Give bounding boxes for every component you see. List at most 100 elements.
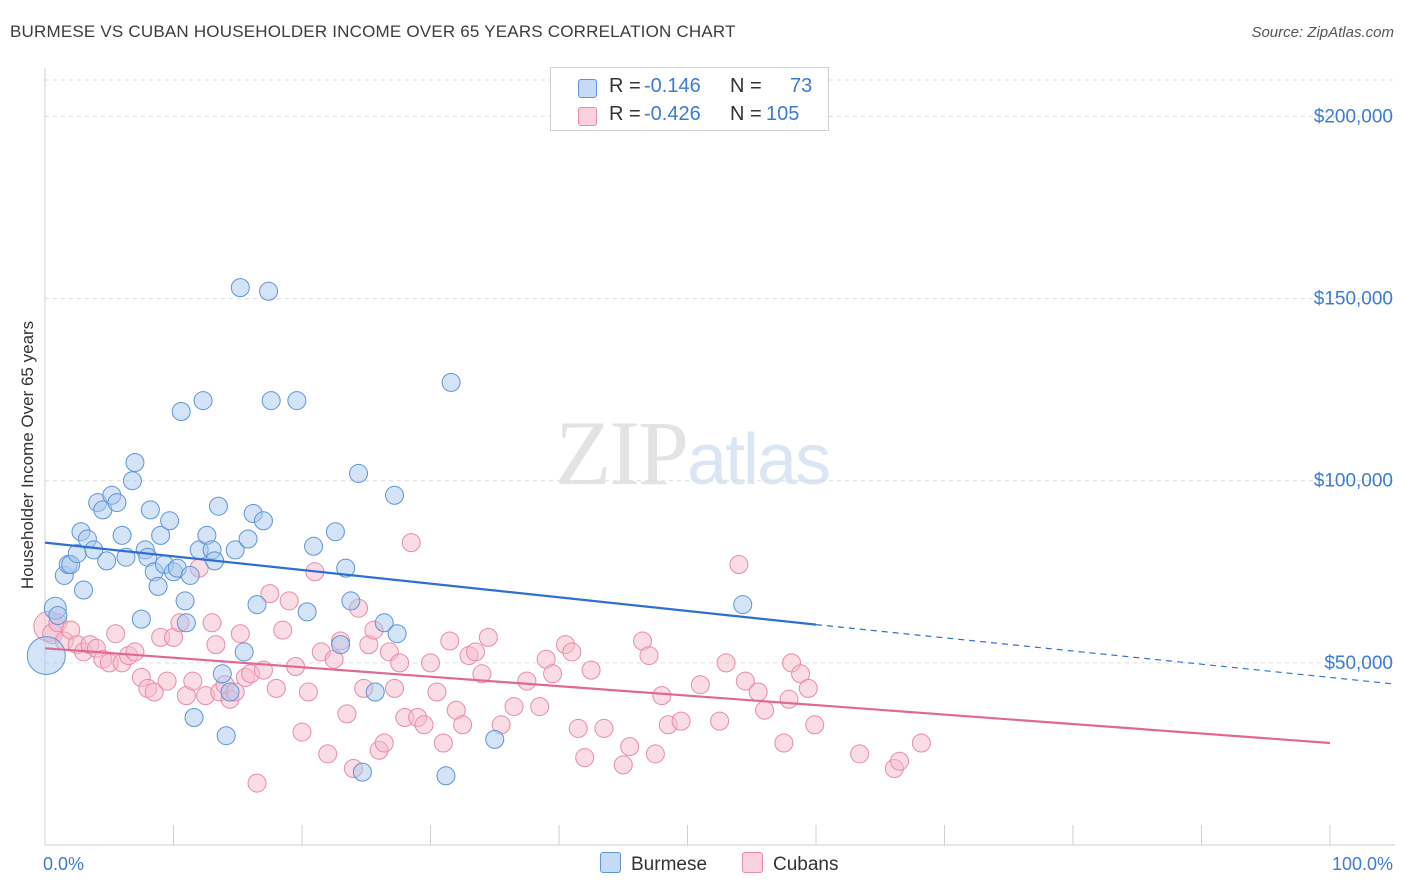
data-point-cubans	[106, 624, 126, 644]
data-point-burmese	[212, 664, 232, 684]
data-point-cubans	[144, 682, 164, 702]
chart-title: BURMESE VS CUBAN HOUSEHOLDER INCOME OVER…	[10, 22, 736, 41]
data-point-burmese	[441, 372, 461, 392]
data-point-burmese	[112, 525, 132, 545]
data-point-cubans	[798, 678, 818, 698]
data-point-burmese	[193, 391, 213, 411]
data-point-burmese	[171, 402, 191, 421]
data-point-cubans	[504, 697, 524, 717]
data-point-burmese	[131, 609, 151, 629]
data-point-cubans	[433, 733, 453, 753]
data-point-cubans	[729, 555, 749, 574]
legend-n-value-burmese: 73	[790, 75, 813, 97]
x-tick-label-max: 100.0%	[1332, 854, 1393, 874]
data-point-burmese	[160, 511, 180, 531]
data-point-cubans	[805, 715, 825, 735]
legend-r-label: R =	[609, 103, 641, 125]
data-point-cubans	[652, 686, 672, 706]
data-point-cubans	[337, 704, 357, 724]
data-point-burmese	[175, 591, 195, 611]
data-point-burmese	[216, 726, 236, 746]
data-point-burmese	[225, 540, 245, 560]
data-point-burmese	[125, 453, 145, 472]
data-point-cubans	[575, 748, 595, 768]
bottom-swatch-cubans	[742, 852, 763, 873]
data-point-burmese	[287, 391, 307, 411]
data-point-burmese	[48, 606, 68, 625]
data-point-cubans	[260, 584, 280, 604]
data-point-cubans	[850, 744, 870, 764]
data-point-cubans	[401, 533, 421, 553]
legend-n-value-cubans: 105	[766, 103, 800, 125]
y-tick-label: $200,000	[1314, 106, 1393, 127]
bottom-legend-label-burmese: Burmese	[631, 854, 708, 875]
data-point-cubans	[530, 697, 550, 717]
y-axis-title: Householder Income Over 65 years	[18, 321, 37, 589]
data-point-burmese	[352, 762, 372, 782]
legend-row-burmese: R = -0.146 N = 73	[551, 73, 828, 101]
data-point-cubans	[206, 635, 226, 655]
data-point-cubans	[298, 682, 318, 702]
data-point-burmese	[387, 624, 407, 644]
data-point-cubans	[755, 700, 775, 720]
data-point-cubans	[247, 773, 267, 793]
legend-r-label: R =	[609, 75, 641, 97]
data-point-cubans	[911, 733, 931, 753]
source-label: Source: ZipAtlas.com	[1251, 24, 1394, 41]
data-point-burmese	[84, 540, 104, 560]
data-point-burmese	[220, 682, 240, 702]
data-point-cubans	[183, 671, 203, 691]
watermark-zip: ZIP	[555, 402, 689, 504]
correlation-legend: R = -0.146 N = 73 R = -0.426 N = 105	[550, 67, 829, 131]
legend-swatch-burmese	[578, 79, 597, 98]
data-point-cubans	[690, 675, 710, 695]
data-point-cubans	[581, 660, 601, 680]
data-point-cubans	[318, 744, 338, 764]
y-tick-label: $100,000	[1314, 471, 1393, 492]
data-point-burmese	[26, 636, 66, 676]
data-point-cubans	[779, 689, 799, 709]
data-point-burmese	[341, 591, 361, 611]
data-point-cubans	[748, 682, 768, 702]
data-point-burmese	[304, 536, 324, 556]
bottom-legend-cubans[interactable]: Cubans	[742, 852, 839, 876]
trend-line-cubans	[44, 647, 1331, 745]
data-point-cubans	[230, 624, 250, 644]
data-point-burmese	[385, 485, 405, 505]
data-point-burmese	[485, 729, 505, 749]
data-point-burmese	[261, 391, 281, 411]
data-point-cubans	[645, 744, 665, 764]
data-point-cubans	[202, 613, 222, 633]
data-point-cubans	[716, 653, 736, 673]
data-point-cubans	[125, 642, 145, 662]
data-point-cubans	[517, 671, 537, 691]
data-point-burmese	[336, 558, 356, 578]
data-point-burmese	[436, 766, 456, 786]
data-point-cubans	[613, 755, 633, 775]
data-point-burmese	[151, 525, 171, 545]
data-point-burmese	[331, 635, 351, 655]
trend-line-extension-burmese	[815, 624, 1396, 685]
data-point-burmese	[234, 642, 254, 662]
data-point-cubans	[421, 653, 440, 673]
legend-row-cubans: R = -0.426 N = 105	[551, 101, 828, 129]
legend-swatch-cubans	[578, 107, 597, 126]
data-point-burmese	[238, 529, 258, 549]
data-point-burmese	[247, 595, 267, 615]
data-point-burmese	[97, 551, 117, 571]
data-point-burmese	[253, 511, 273, 531]
data-point-cubans	[440, 631, 460, 651]
bottom-swatch-burmese	[600, 852, 621, 873]
data-point-cubans	[671, 711, 691, 731]
data-point-cubans	[620, 737, 640, 757]
bottom-legend-burmese[interactable]: Burmese	[600, 852, 707, 876]
y-tick-label: $150,000	[1314, 289, 1393, 310]
data-point-burmese	[176, 613, 196, 633]
data-point-cubans	[292, 722, 312, 742]
data-point-burmese	[733, 595, 753, 615]
data-point-cubans	[594, 718, 614, 738]
data-point-burmese	[208, 496, 228, 516]
data-point-cubans	[735, 671, 755, 691]
legend-r-value-burmese: -0.146	[644, 75, 701, 97]
